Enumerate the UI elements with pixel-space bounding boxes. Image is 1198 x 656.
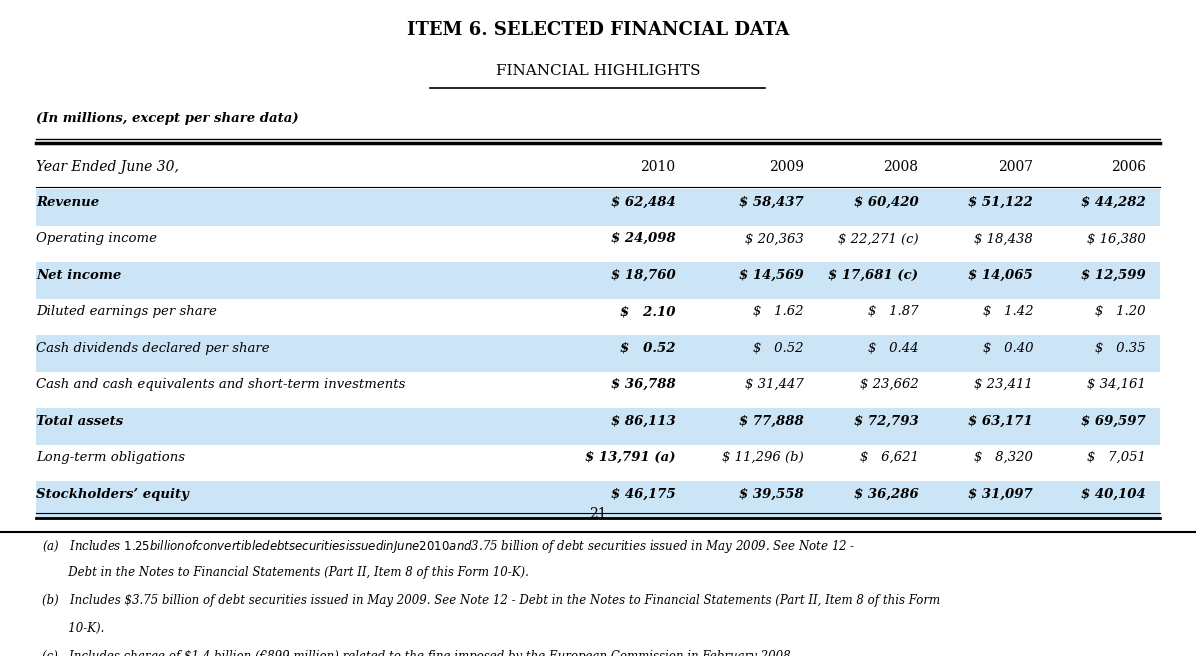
Text: $ 39,558: $ 39,558: [739, 487, 804, 501]
Text: (c)   Includes charge of $1.4 billion (€899 million) related to the fine imposed: (c) Includes charge of $1.4 billion (€89…: [42, 649, 794, 656]
Text: 2007: 2007: [998, 160, 1033, 174]
Text: $ 23,662: $ 23,662: [860, 378, 919, 391]
Text: $ 86,113: $ 86,113: [611, 415, 676, 428]
Text: Year Ended June 30,: Year Ended June 30,: [36, 160, 179, 174]
Text: $   0.35: $ 0.35: [1095, 342, 1145, 355]
Text: Total assets: Total assets: [36, 415, 123, 428]
Text: $ 69,597: $ 69,597: [1081, 415, 1145, 428]
Text: $ 18,760: $ 18,760: [611, 269, 676, 281]
Text: Diluted earnings per share: Diluted earnings per share: [36, 305, 217, 318]
Text: $   0.44: $ 0.44: [867, 342, 919, 355]
Text: $ 20,363: $ 20,363: [745, 232, 804, 245]
Text: $ 14,569: $ 14,569: [739, 269, 804, 281]
Text: $   1.42: $ 1.42: [982, 305, 1033, 318]
Text: (b)   Includes $3.75 billion of debt securities issued in May 2009. See Note 12 : (b) Includes $3.75 billion of debt secur…: [42, 594, 940, 607]
Text: $ 16,380: $ 16,380: [1087, 232, 1145, 245]
Text: $ 22,271 (c): $ 22,271 (c): [837, 232, 919, 245]
Text: (a)   Includes $1.25 billion of convertible debt securities issued in June 2010 : (a) Includes $1.25 billion of convertibl…: [42, 538, 855, 555]
Text: $   0.40: $ 0.40: [982, 342, 1033, 355]
Text: $ 72,793: $ 72,793: [854, 415, 919, 428]
Text: $ 46,175: $ 46,175: [611, 487, 676, 501]
Text: $ 60,420: $ 60,420: [854, 195, 919, 209]
Text: $ 58,437: $ 58,437: [739, 195, 804, 209]
Text: $ 11,296 (b): $ 11,296 (b): [722, 451, 804, 464]
Text: Operating income: Operating income: [36, 232, 157, 245]
Text: $   7,051: $ 7,051: [1087, 451, 1145, 464]
Text: Revenue: Revenue: [36, 195, 99, 209]
Text: Net income: Net income: [36, 269, 121, 281]
Text: $   0.52: $ 0.52: [754, 342, 804, 355]
Text: FINANCIAL HIGHLIGHTS: FINANCIAL HIGHLIGHTS: [496, 64, 700, 78]
Text: $ 77,888: $ 77,888: [739, 415, 804, 428]
Text: Stockholders’ equity: Stockholders’ equity: [36, 487, 189, 501]
Text: $   1.20: $ 1.20: [1095, 305, 1145, 318]
Text: Debt in the Notes to Financial Statements (Part II, Item 8 of this Form 10-K).: Debt in the Notes to Financial Statement…: [42, 566, 528, 579]
Text: $   1.62: $ 1.62: [754, 305, 804, 318]
Text: 21: 21: [589, 507, 606, 522]
Text: $ 36,286: $ 36,286: [854, 487, 919, 501]
Text: $   0.52: $ 0.52: [621, 342, 676, 355]
Text: 2010: 2010: [641, 160, 676, 174]
Text: $ 51,122: $ 51,122: [968, 195, 1033, 209]
Text: Cash and cash equivalents and short-term investments: Cash and cash equivalents and short-term…: [36, 378, 405, 391]
Text: $   1.87: $ 1.87: [867, 305, 919, 318]
Text: $   2.10: $ 2.10: [621, 305, 676, 318]
Text: 2006: 2006: [1111, 160, 1145, 174]
Text: $ 23,411: $ 23,411: [974, 378, 1033, 391]
FancyBboxPatch shape: [36, 335, 1160, 372]
Text: $ 12,599: $ 12,599: [1081, 269, 1145, 281]
Text: $   8,320: $ 8,320: [974, 451, 1033, 464]
Text: $ 18,438: $ 18,438: [974, 232, 1033, 245]
Text: $ 34,161: $ 34,161: [1087, 378, 1145, 391]
Text: $ 40,104: $ 40,104: [1081, 487, 1145, 501]
Text: Long-term obligations: Long-term obligations: [36, 451, 184, 464]
FancyBboxPatch shape: [36, 481, 1160, 518]
Text: $ 13,791 (a): $ 13,791 (a): [585, 451, 676, 464]
Text: (In millions, except per share data): (In millions, except per share data): [36, 112, 298, 125]
Text: $ 62,484: $ 62,484: [611, 195, 676, 209]
Text: $ 31,447: $ 31,447: [745, 378, 804, 391]
Text: $ 14,065: $ 14,065: [968, 269, 1033, 281]
Text: ITEM 6. SELECTED FINANCIAL DATA: ITEM 6. SELECTED FINANCIAL DATA: [407, 22, 789, 39]
FancyBboxPatch shape: [36, 262, 1160, 298]
Text: $ 24,098: $ 24,098: [611, 232, 676, 245]
Text: $ 44,282: $ 44,282: [1081, 195, 1145, 209]
Text: 2009: 2009: [769, 160, 804, 174]
Text: $ 17,681 (c): $ 17,681 (c): [828, 269, 919, 281]
Text: 10-K).: 10-K).: [42, 622, 104, 635]
Text: $ 36,788: $ 36,788: [611, 378, 676, 391]
Text: $   6,621: $ 6,621: [859, 451, 919, 464]
Text: Cash dividends declared per share: Cash dividends declared per share: [36, 342, 270, 355]
FancyBboxPatch shape: [36, 190, 1160, 226]
FancyBboxPatch shape: [36, 408, 1160, 445]
Text: 2008: 2008: [883, 160, 919, 174]
Text: $ 31,097: $ 31,097: [968, 487, 1033, 501]
Text: $ 63,171: $ 63,171: [968, 415, 1033, 428]
